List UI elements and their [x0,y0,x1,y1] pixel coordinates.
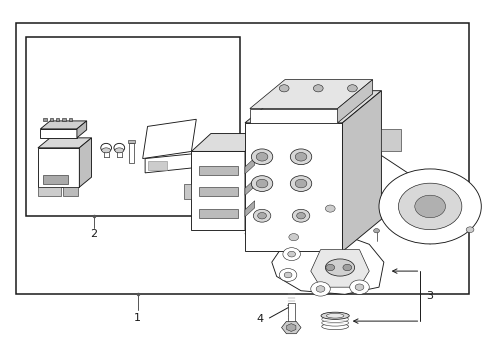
Circle shape [350,280,369,294]
Circle shape [253,209,271,222]
Bar [128,143,134,163]
Circle shape [415,195,445,218]
Circle shape [326,264,335,271]
Ellipse shape [102,148,111,153]
Bar [63,187,78,196]
Circle shape [316,286,325,292]
Ellipse shape [115,148,123,153]
Text: 1: 1 [134,312,141,323]
Circle shape [251,149,273,165]
Circle shape [256,179,268,188]
Polygon shape [272,234,384,294]
Bar [49,118,53,121]
Bar [62,118,66,121]
Polygon shape [192,152,245,230]
Circle shape [283,248,300,261]
Ellipse shape [322,320,348,326]
Polygon shape [79,138,92,187]
Circle shape [311,282,330,296]
Polygon shape [145,153,199,173]
Bar [184,184,192,199]
Polygon shape [143,119,196,158]
Bar [16,23,469,294]
Polygon shape [77,121,87,138]
Circle shape [289,234,298,241]
Polygon shape [38,148,79,187]
Polygon shape [311,249,369,287]
Polygon shape [250,109,338,123]
Bar [43,118,47,121]
Circle shape [279,85,289,92]
Circle shape [284,272,292,278]
Bar [43,175,68,184]
Bar [288,303,294,325]
Polygon shape [245,201,255,217]
Circle shape [347,85,357,92]
Polygon shape [245,134,265,230]
Polygon shape [40,121,87,129]
Bar [69,118,72,121]
Circle shape [295,179,307,188]
Circle shape [374,229,379,233]
Circle shape [258,212,267,219]
Circle shape [251,176,273,192]
Polygon shape [338,80,373,123]
Circle shape [355,284,364,291]
Polygon shape [343,91,381,251]
Circle shape [466,227,474,233]
Circle shape [343,264,352,271]
Bar [56,118,59,121]
Polygon shape [245,179,255,195]
Bar [26,37,240,216]
Polygon shape [245,91,381,123]
Circle shape [295,153,307,161]
Polygon shape [250,80,373,109]
Polygon shape [381,129,401,151]
Text: 2: 2 [90,229,98,239]
Ellipse shape [326,314,344,318]
Circle shape [379,169,481,244]
Bar [199,208,238,217]
Polygon shape [40,129,77,138]
Circle shape [290,176,312,192]
Text: 4: 4 [256,314,263,324]
Ellipse shape [114,143,124,152]
Ellipse shape [325,259,355,276]
Bar [38,187,61,196]
Polygon shape [38,138,92,148]
Circle shape [256,153,268,161]
Ellipse shape [322,323,348,330]
Polygon shape [245,158,255,174]
Circle shape [290,149,312,165]
Circle shape [279,269,297,282]
Bar [199,187,238,196]
Polygon shape [245,123,343,251]
Circle shape [288,251,295,257]
Circle shape [398,183,462,230]
Ellipse shape [321,312,349,319]
Bar [127,140,135,143]
Circle shape [292,209,310,222]
Polygon shape [192,134,265,152]
Circle shape [325,205,335,212]
Ellipse shape [322,312,348,319]
Ellipse shape [101,143,112,152]
Circle shape [296,212,305,219]
Text: 3: 3 [427,291,434,301]
Ellipse shape [322,316,348,323]
Circle shape [314,85,323,92]
Bar [199,166,238,175]
Bar [147,161,167,170]
